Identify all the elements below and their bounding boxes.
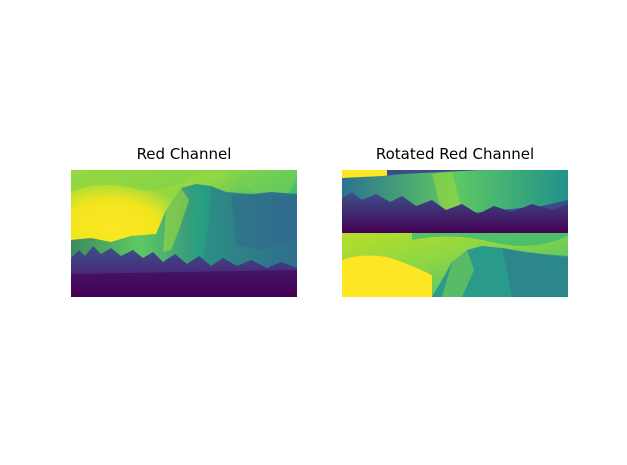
rotated-red-channel-panel: Rotated Red Channel [342,145,568,297]
rotated-red-channel-title: Rotated Red Channel [375,145,535,163]
rotated-red-channel-svg [342,170,568,297]
red-channel-image [71,170,297,297]
rotated-red-channel-image [342,170,568,297]
red-channel-panel: Red Channel [71,145,297,297]
red-channel-svg [71,170,297,297]
red-channel-title: Red Channel [136,145,232,163]
